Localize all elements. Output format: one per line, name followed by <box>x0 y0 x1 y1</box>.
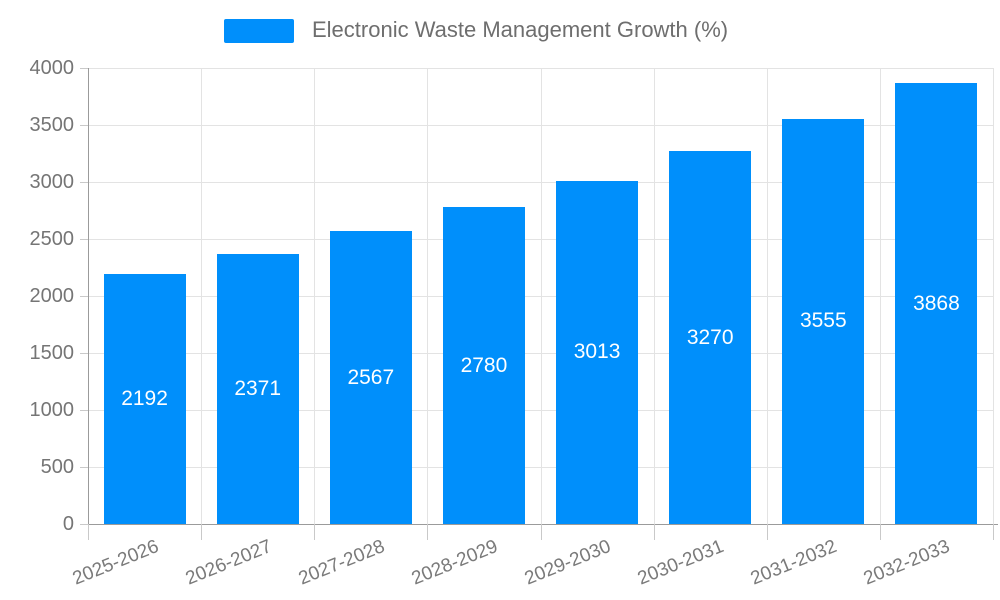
bar[interactable]: 2780 <box>442 207 525 524</box>
y-tick-label: 500 <box>40 456 74 478</box>
y-tick-mark <box>80 296 88 297</box>
gridline-v <box>653 68 655 524</box>
bar[interactable]: 3013 <box>556 180 639 524</box>
y-tick-mark <box>80 68 88 69</box>
y-tick-mark <box>80 125 88 126</box>
y-tick-label: 3000 <box>29 171 75 193</box>
bar[interactable]: 3555 <box>782 118 865 524</box>
gridline-v <box>427 68 429 524</box>
y-tick-mark <box>80 239 88 240</box>
legend-label: Electronic Waste Management Growth (%) <box>312 17 729 42</box>
x-tick-mark <box>201 524 203 540</box>
x-tick-mark <box>993 524 994 540</box>
bar-value-label: 2567 <box>347 365 395 389</box>
bar-value-label: 2192 <box>121 387 168 411</box>
y-tick-mark <box>80 410 88 411</box>
gridline-v <box>201 68 203 524</box>
bar[interactable]: 2192 <box>103 274 186 524</box>
x-tick-mark <box>88 524 89 540</box>
y-tick-label: 3500 <box>29 114 75 136</box>
y-tick-mark <box>80 467 88 468</box>
bar[interactable]: 2371 <box>216 253 299 524</box>
x-tick-mark <box>540 524 542 540</box>
bar-value-label: 2780 <box>460 353 508 377</box>
bar-value-label: 3555 <box>799 309 847 333</box>
x-tick-mark <box>653 524 655 540</box>
legend[interactable]: Electronic Waste Management Growth (%) <box>0 0 1000 50</box>
bar-value-label: 3013 <box>573 340 621 364</box>
x-tick-mark <box>314 524 316 540</box>
legend-marker-icon <box>224 19 294 43</box>
bar[interactable]: 3270 <box>669 151 752 524</box>
bar[interactable]: 3868 <box>895 83 978 524</box>
y-tick-mark <box>80 182 88 183</box>
bar[interactable]: 2567 <box>329 231 412 524</box>
gridline-v <box>540 68 542 524</box>
gridline-v <box>879 68 881 524</box>
bar-value-label: 2371 <box>234 376 282 400</box>
y-tick-label: 4000 <box>29 57 75 79</box>
x-tick-mark <box>879 524 881 540</box>
y-tick-mark <box>80 524 88 525</box>
y-tick-label: 1500 <box>29 342 75 364</box>
y-tick-label: 2500 <box>29 228 75 250</box>
y-tick-label: 1000 <box>29 399 75 421</box>
gridline-v <box>993 68 994 524</box>
gridline-v <box>766 68 768 524</box>
gridline-v <box>314 68 316 524</box>
y-tick-mark <box>80 353 88 354</box>
x-tick-mark <box>427 524 429 540</box>
bar-value-label: 3868 <box>913 291 960 315</box>
y-tick-label: 0 <box>62 513 74 535</box>
x-tick-mark <box>766 524 768 540</box>
x-axis-line <box>88 524 998 525</box>
y-axis-line <box>88 68 89 524</box>
bar-value-label: 3270 <box>686 325 734 349</box>
y-tick-label: 2000 <box>29 285 75 307</box>
